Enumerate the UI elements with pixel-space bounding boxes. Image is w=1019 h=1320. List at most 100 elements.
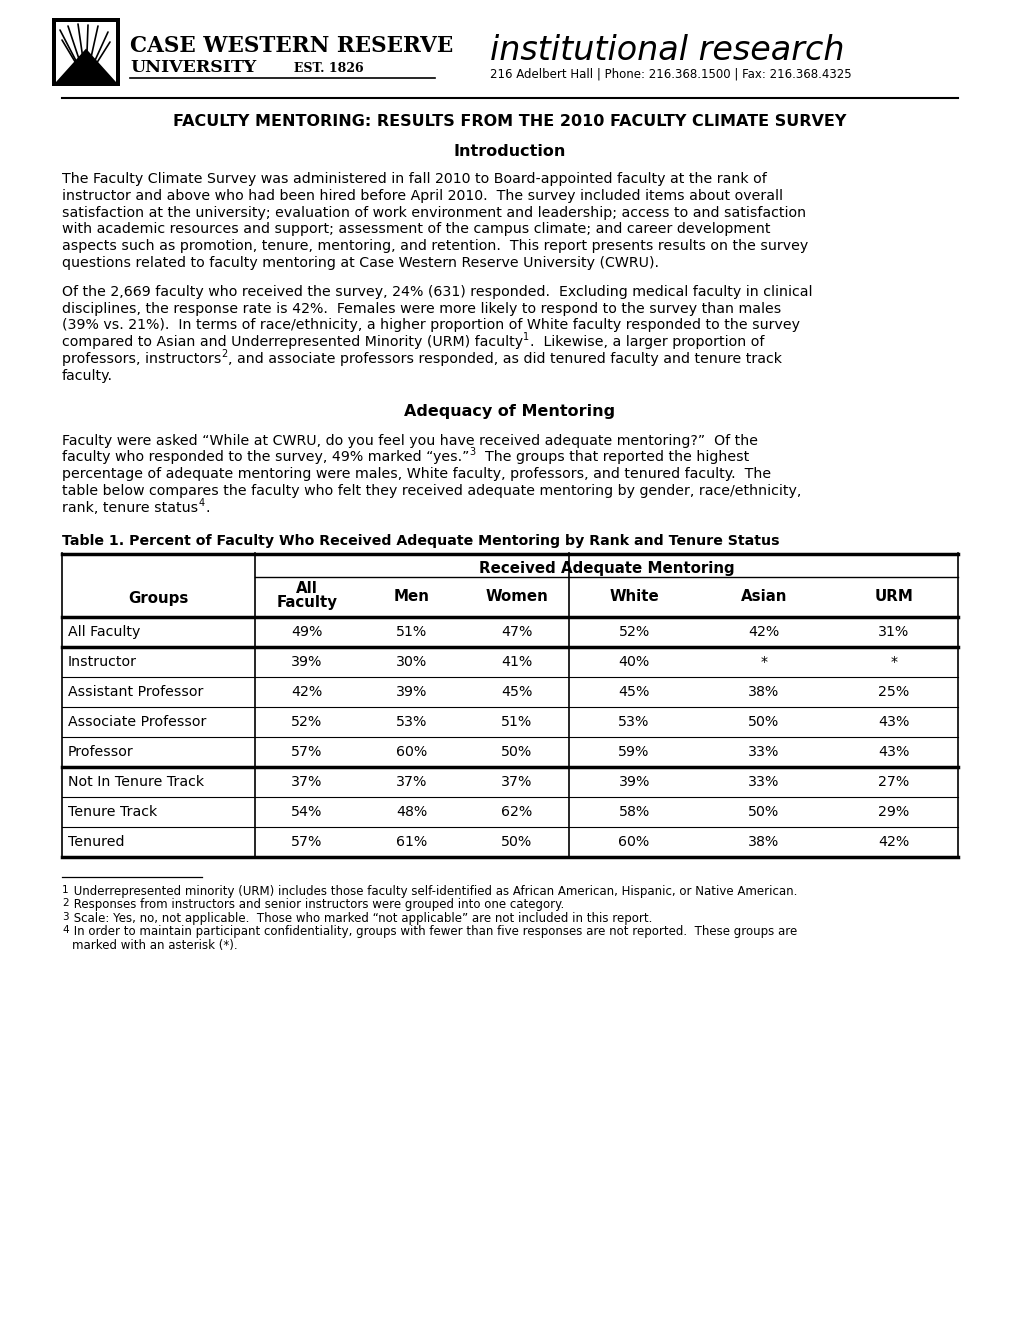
Text: 51%: 51% [500,714,532,729]
Text: Received Adequate Mentoring: Received Adequate Mentoring [478,561,734,576]
Text: White: White [608,589,658,605]
Text: 50%: 50% [748,805,779,818]
Text: 42%: 42% [877,834,909,849]
Text: Faculty: Faculty [276,595,337,610]
Text: 49%: 49% [291,624,322,639]
Text: Adequacy of Mentoring: Adequacy of Mentoring [405,404,614,418]
Text: 53%: 53% [395,714,427,729]
Text: UNIVERSITY: UNIVERSITY [129,59,256,77]
Bar [56,22,116,82]
Text: Assistant Professor: Assistant Professor [68,685,203,698]
Text: 39%: 39% [395,685,427,698]
Text: Faculty were asked “While at CWRU, do you feel you have received adequate mentor: Faculty were asked “While at CWRU, do yo… [62,433,757,447]
Text: institutional research: institutional research [489,33,844,66]
Text: FACULTY MENTORING: RESULTS FROM THE 2010 FACULTY CLIMATE SURVEY: FACULTY MENTORING: RESULTS FROM THE 2010… [173,115,846,129]
Text: URM: URM [873,589,912,605]
Text: 38%: 38% [748,834,779,849]
Text: Associate Professor: Associate Professor [68,714,206,729]
Text: 54%: 54% [291,805,322,818]
Text: 40%: 40% [618,655,649,669]
Text: 37%: 37% [395,775,427,788]
Text: 52%: 52% [618,624,649,639]
Text: disciplines, the response rate is 42%.  Females were more likely to respond to t: disciplines, the response rate is 42%. F… [62,301,781,315]
Text: 27%: 27% [877,775,909,788]
Text: instructor and above who had been hired before April 2010.  The survey included : instructor and above who had been hired … [62,189,783,203]
Text: 41%: 41% [500,655,532,669]
Text: 3: 3 [469,447,475,458]
Text: Women: Women [485,589,547,605]
Text: 39%: 39% [618,775,649,788]
Text: 48%: 48% [395,805,427,818]
Text: 45%: 45% [618,685,649,698]
Text: In order to maintain participant confidentiality, groups with fewer than five re: In order to maintain participant confide… [69,925,796,939]
Text: professors, instructors: professors, instructors [62,352,221,366]
Text: Scale: Yes, no, not applicable.  Those who marked “not applicable” are not inclu: Scale: Yes, no, not applicable. Those wh… [69,912,651,924]
Text: 25%: 25% [877,685,909,698]
Text: marked with an asterisk (*).: marked with an asterisk (*). [72,939,237,952]
Text: Table 1. Percent of Faculty Who Received Adequate Mentoring by Rank and Tenure S: Table 1. Percent of Faculty Who Received… [62,533,779,548]
Text: *: * [760,655,766,669]
Text: compared to Asian and Underrepresented Minority (URM) faculty: compared to Asian and Underrepresented M… [62,335,523,350]
Text: rank, tenure status: rank, tenure status [62,500,198,515]
Text: 58%: 58% [618,805,649,818]
Text: 60%: 60% [618,834,649,849]
Text: 2: 2 [221,348,227,359]
Text: 59%: 59% [618,744,649,759]
Text: 57%: 57% [291,834,322,849]
Text: 61%: 61% [395,834,427,849]
Text: CASE WESTERN RESERVE: CASE WESTERN RESERVE [129,36,452,57]
Text: Not In Tenure Track: Not In Tenure Track [68,775,204,788]
Text: Asian: Asian [740,589,787,605]
Text: 60%: 60% [395,744,427,759]
Text: 53%: 53% [618,714,649,729]
Text: All: All [296,581,318,597]
Text: 52%: 52% [291,714,322,729]
Text: Professor: Professor [68,744,133,759]
Text: 33%: 33% [748,775,779,788]
Text: 42%: 42% [748,624,779,639]
Text: 30%: 30% [395,655,427,669]
Text: 33%: 33% [748,744,779,759]
Text: Tenure Track: Tenure Track [68,805,157,818]
Text: 47%: 47% [500,624,532,639]
Text: satisfaction at the university; evaluation of work environment and leadership; a: satisfaction at the university; evaluati… [62,206,805,219]
Text: 50%: 50% [500,744,532,759]
Text: faculty.: faculty. [62,368,113,383]
Text: Responses from instructors and senior instructors were grouped into one category: Responses from instructors and senior in… [69,898,564,911]
Text: 4: 4 [198,498,204,508]
Text: 2: 2 [62,898,68,908]
Text: 57%: 57% [291,744,322,759]
Polygon shape [56,49,116,82]
Text: 43%: 43% [877,744,909,759]
Text: 62%: 62% [500,805,532,818]
Text: 42%: 42% [291,685,322,698]
Text: table below compares the faculty who felt they received adequate mentoring by ge: table below compares the faculty who fel… [62,484,801,498]
Text: faculty who responded to the survey, 49% marked “yes.”: faculty who responded to the survey, 49%… [62,450,469,465]
Text: 1: 1 [523,333,529,342]
Text: 29%: 29% [877,805,909,818]
Text: Tenured: Tenured [68,834,124,849]
Text: percentage of adequate mentoring were males, White faculty, professors, and tenu: percentage of adequate mentoring were ma… [62,467,770,482]
Text: 39%: 39% [291,655,322,669]
Text: 38%: 38% [748,685,779,698]
Text: The Faculty Climate Survey was administered in fall 2010 to Board-appointed facu: The Faculty Climate Survey was administe… [62,172,766,186]
Text: .  Likewise, a larger proportion of: . Likewise, a larger proportion of [530,335,764,350]
Text: 31%: 31% [877,624,909,639]
Text: 50%: 50% [748,714,779,729]
Text: The groups that reported the highest: The groups that reported the highest [476,450,749,465]
Text: questions related to faculty mentoring at Case Western Reserve University (CWRU): questions related to faculty mentoring a… [62,256,658,271]
Text: , and associate professors responded, as did tenured faculty and tenure track: , and associate professors responded, as… [228,352,782,366]
Text: 37%: 37% [500,775,532,788]
Text: 50%: 50% [500,834,532,849]
Text: Groups: Groups [128,591,189,606]
Text: 43%: 43% [877,714,909,729]
Text: EST. 1826: EST. 1826 [272,62,363,74]
Text: *: * [890,655,897,669]
Text: Of the 2,669 faculty who received the survey, 24% (631) responded.  Excluding me: Of the 2,669 faculty who received the su… [62,285,812,298]
Text: 45%: 45% [500,685,532,698]
Text: with academic resources and support; assessment of the campus climate; and caree: with academic resources and support; ass… [62,222,769,236]
Text: Introduction: Introduction [453,144,566,160]
Text: (39% vs. 21%).  In terms of race/ethnicity, a higher proportion of White faculty: (39% vs. 21%). In terms of race/ethnicit… [62,318,799,333]
Text: 216 Adelbert Hall | Phone: 216.368.1500 | Fax: 216.368.4325: 216 Adelbert Hall | Phone: 216.368.1500 … [489,67,851,81]
Text: Men: Men [393,589,429,605]
